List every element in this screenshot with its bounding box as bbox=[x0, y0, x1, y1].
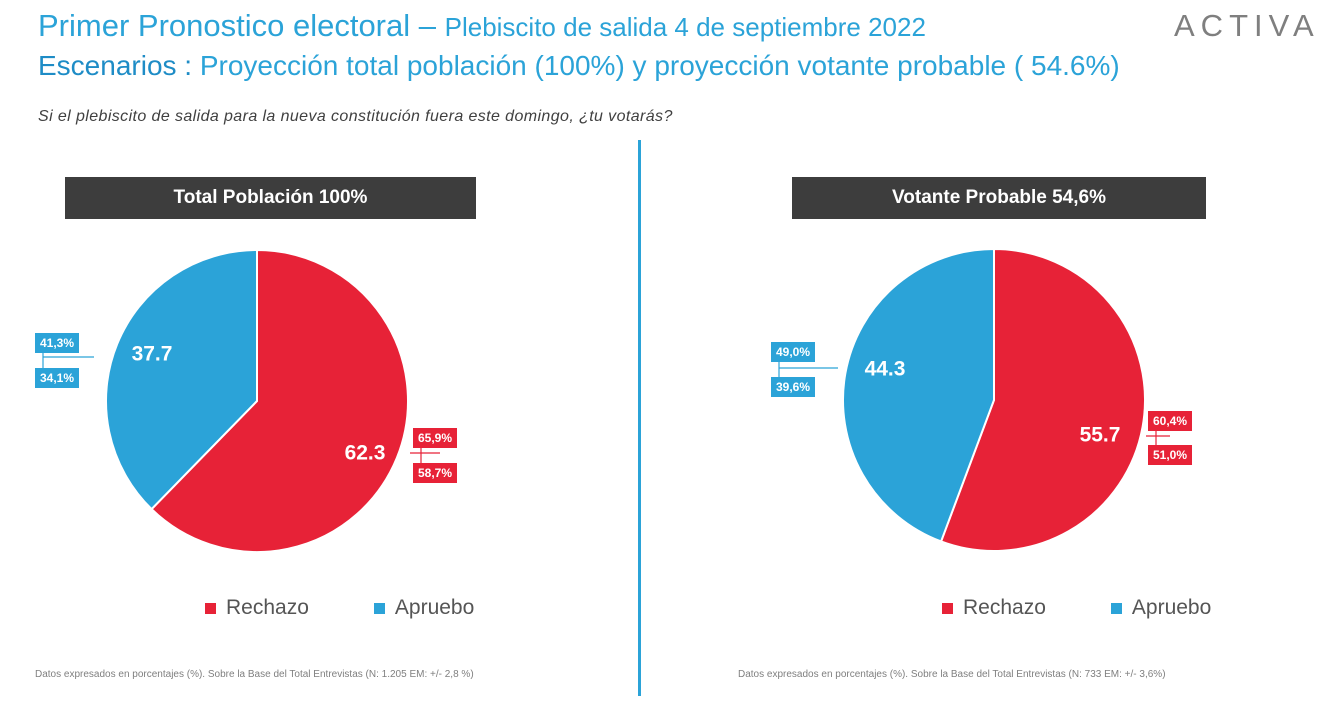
apruebo-upper-range-left: 41,3% bbox=[35, 333, 80, 353]
legend-item-rechazo: Rechazo bbox=[205, 596, 309, 620]
legend-label-apruebo: Apruebo bbox=[394, 596, 475, 619]
rechazo-swatch bbox=[942, 602, 953, 614]
title-main: Primer Pronostico electoral bbox=[38, 8, 411, 43]
panel-header-probable: Votante Probable 54,6% bbox=[792, 177, 1206, 219]
rechazo-upper-range-right: 60,4% bbox=[1148, 411, 1193, 431]
pie-label-rechazo: 55.7 bbox=[1080, 424, 1121, 447]
panel-divider bbox=[638, 140, 641, 696]
rechazo-lower-range-left: 58,7% bbox=[413, 463, 458, 483]
apruebo-swatch bbox=[373, 602, 385, 614]
legend-label-rechazo: Rechazo bbox=[963, 596, 1046, 619]
footnote-left: Datos expresados en porcentajes (%). Sob… bbox=[35, 669, 474, 680]
pie-label-apruebo: 37.7 bbox=[132, 343, 173, 366]
footnote-right: Datos expresados en porcentajes (%). Sob… bbox=[738, 669, 1166, 680]
scenarios-lead: Escenarios : bbox=[38, 50, 193, 81]
legend-item-apruebo: Apruebo bbox=[1110, 596, 1212, 620]
survey-question: Si el plebiscito de salida para la nueva… bbox=[38, 108, 673, 125]
rechazo-upper-range-left: 65,9% bbox=[413, 428, 458, 448]
scenarios-text: Proyección total población (100%) y proy… bbox=[192, 50, 1120, 81]
rechazo-swatch bbox=[205, 602, 216, 614]
legend-item-apruebo: Apruebo bbox=[373, 596, 475, 620]
pie-label-rechazo: 62.3 bbox=[345, 442, 386, 465]
pie-label-apruebo: 44.3 bbox=[865, 358, 906, 381]
rechazo-lower-range-right: 51,0% bbox=[1148, 445, 1193, 465]
pie-slice-rechazo bbox=[150, 248, 409, 553]
legend-label-rechazo: Rechazo bbox=[226, 596, 309, 619]
legend-item-rechazo: Rechazo bbox=[942, 596, 1046, 620]
pie-slice-apruebo bbox=[842, 247, 995, 543]
title-subtitle: Plebiscito de salida 4 de septiembre 202… bbox=[444, 12, 926, 42]
title-separator: – bbox=[410, 8, 445, 43]
scenarios-line: Escenarios : Proyección total población … bbox=[38, 50, 1120, 82]
legend-label-apruebo: Apruebo bbox=[1131, 596, 1212, 619]
apruebo-lower-range-left: 34,1% bbox=[35, 368, 80, 388]
apruebo-lower-range-right: 39,6% bbox=[771, 377, 816, 397]
page-title: Primer Pronostico electoral – Plebiscito… bbox=[38, 8, 926, 44]
apruebo-swatch bbox=[1110, 602, 1122, 614]
legend-right: Rechazo Apruebo bbox=[942, 596, 1276, 620]
pie-slice-apruebo bbox=[105, 248, 258, 511]
panel-header-total: Total Población 100% bbox=[65, 177, 476, 219]
activa-logo: ACTIVA bbox=[1174, 8, 1320, 43]
apruebo-upper-range-right: 49,0% bbox=[771, 342, 816, 362]
legend-left: Rechazo Apruebo bbox=[205, 596, 539, 620]
pie-slice-rechazo bbox=[939, 247, 1146, 552]
